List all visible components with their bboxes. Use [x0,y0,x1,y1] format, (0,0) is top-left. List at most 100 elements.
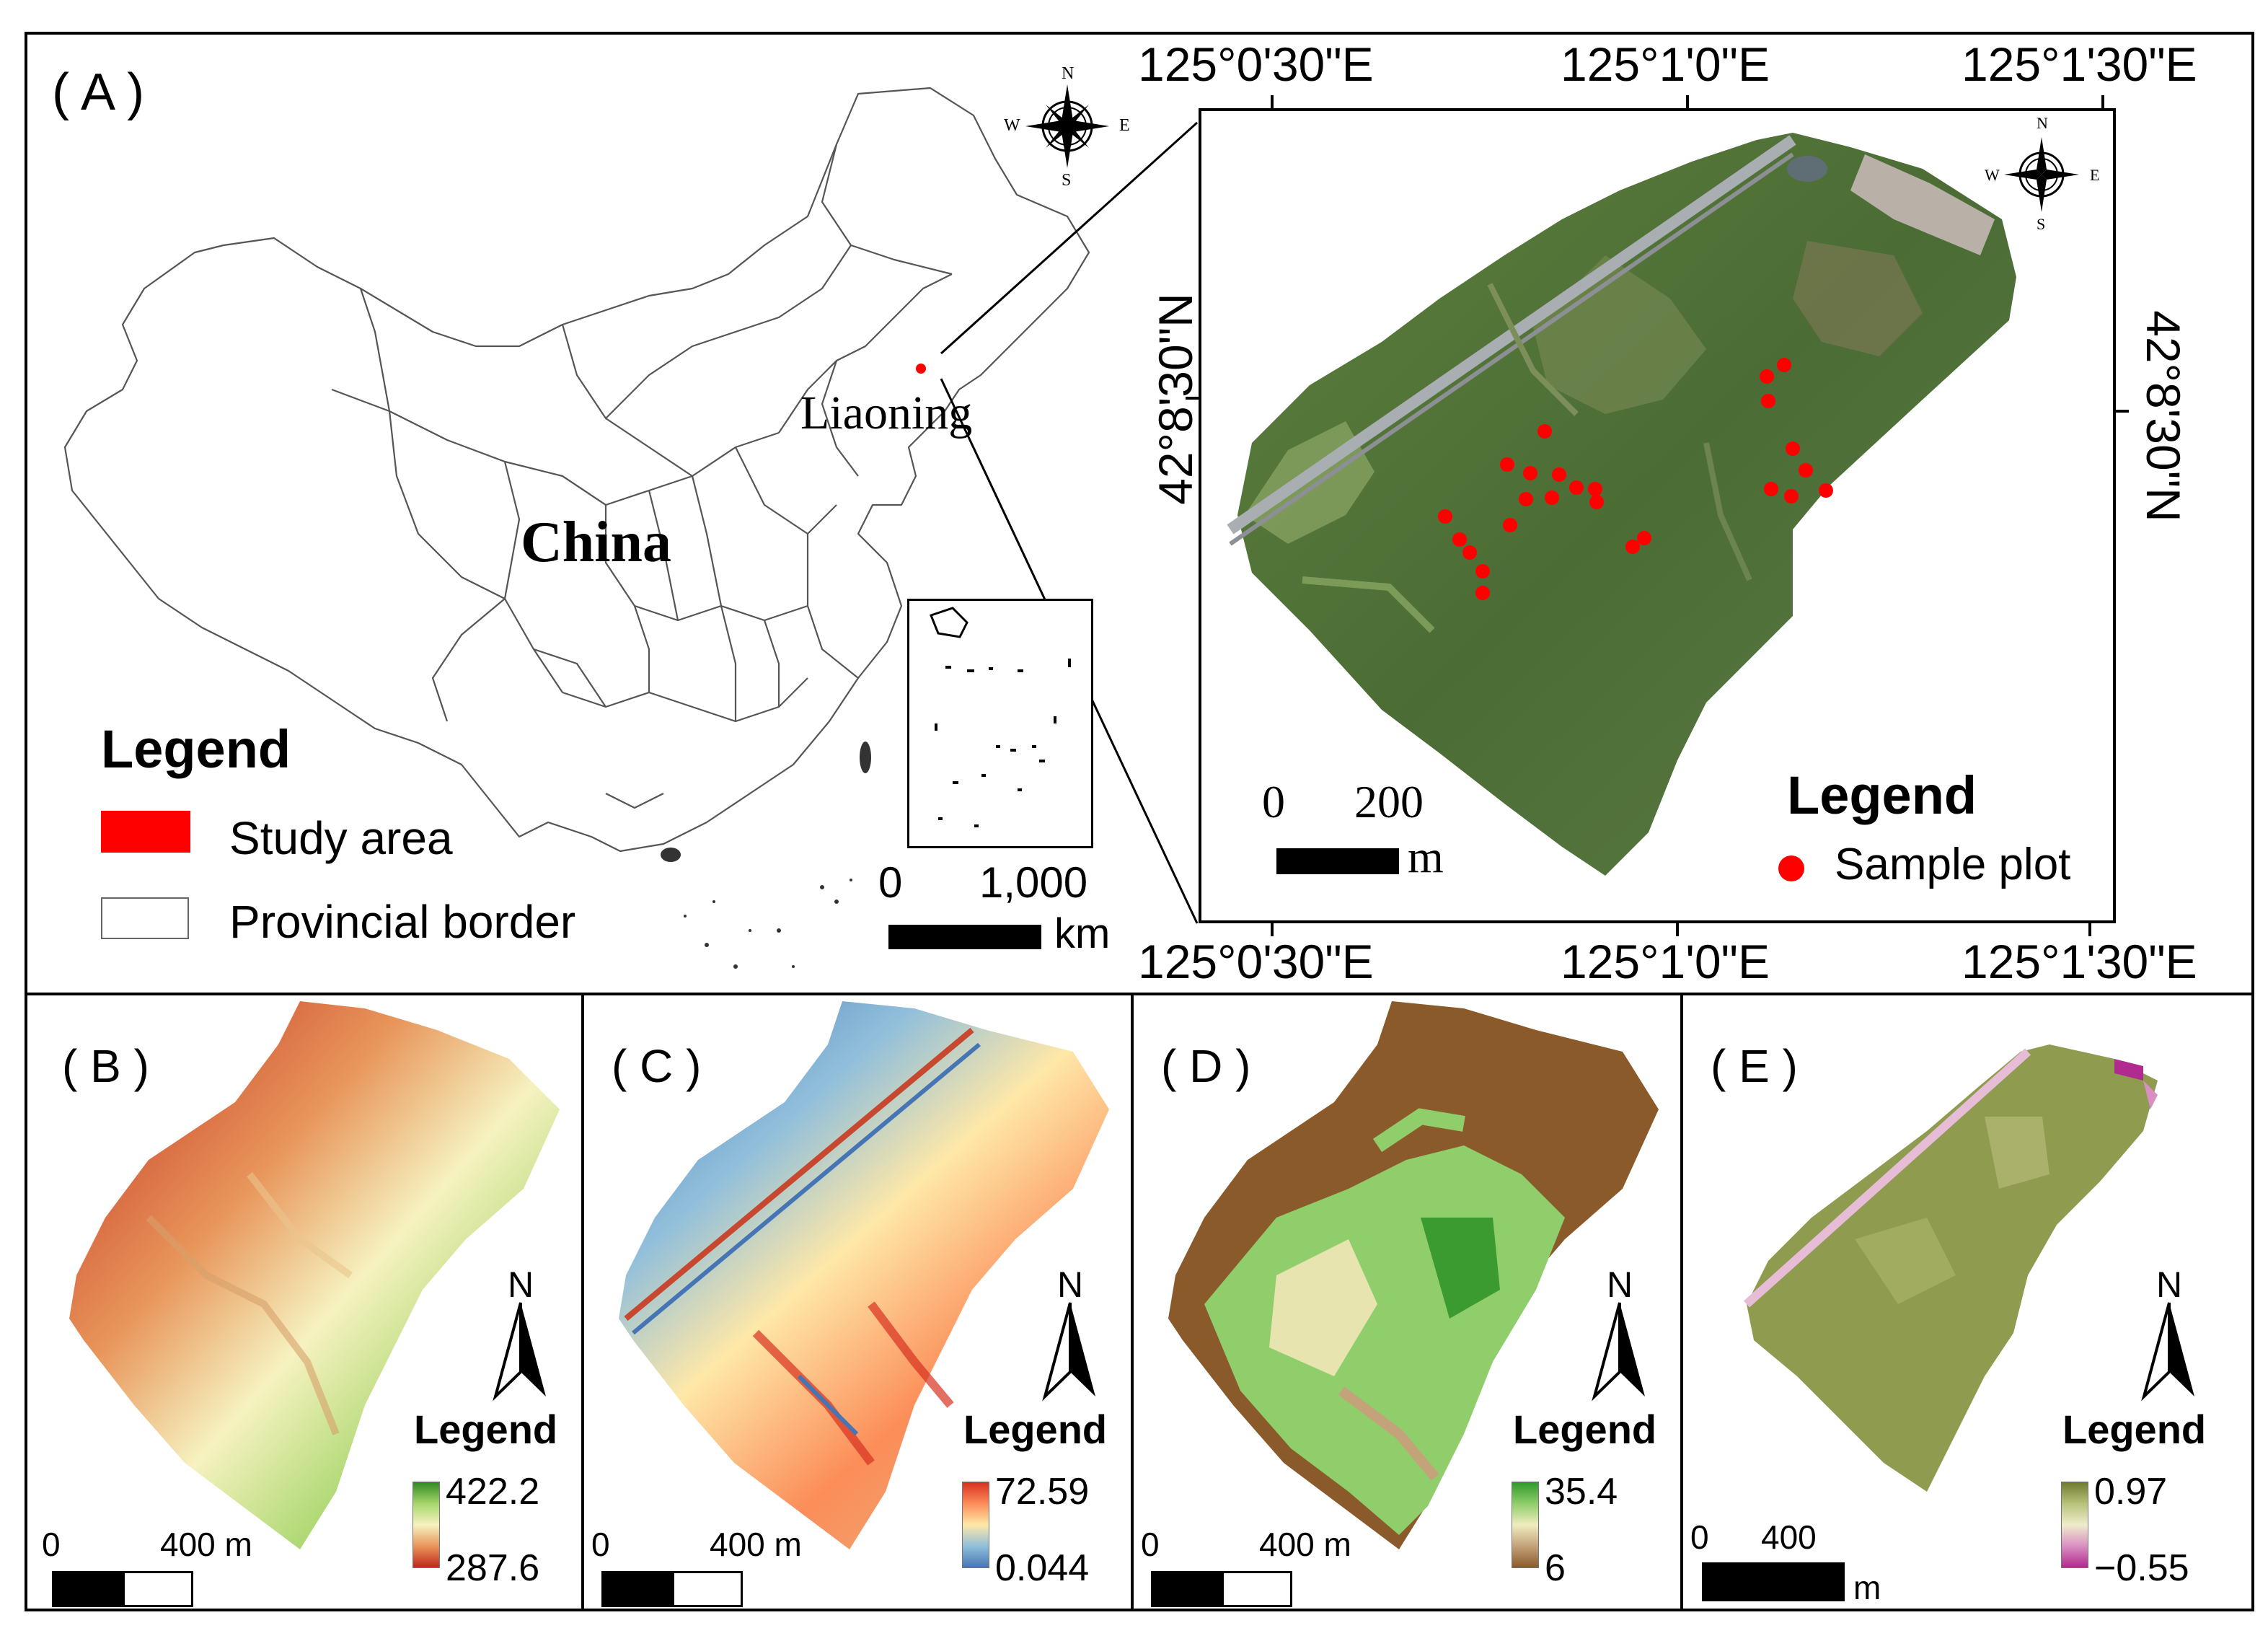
study-area-marker [916,364,926,374]
colorbar-min: 6 [1545,1547,1566,1589]
scale-bar-white [672,1571,743,1607]
colorbar [2061,1482,2088,1568]
sample-plot-marker [1503,518,1517,532]
lon-top-1: 125°0'30"E [1138,38,1374,91]
sample-plot-marker [1588,482,1602,496]
panel-b-label: ( B ) [62,1040,149,1092]
scale-start: 0 [1690,1518,1709,1556]
colorbar [412,1482,440,1568]
sample-plot-marker [1545,490,1559,505]
compass-a-w: W [1004,116,1020,135]
compass-a-n: N [1062,64,1075,83]
lon-top-3: 125°1'30"E [1962,38,2197,91]
lon-bottom-3: 125°1'30"E [1962,935,2197,988]
legend-a-title: Legend [101,719,291,779]
panel-e-label: ( E ) [1711,1040,1798,1092]
scale-inset-bar [1276,848,1399,874]
scale-end: 400 [1761,1518,1817,1556]
sample-plot-marker [1452,532,1467,547]
compass-rose-icon [1025,84,1109,168]
colorbar-min: −0.55 [2094,1547,2189,1589]
china-map [63,87,1090,969]
sample-plot-marker [1819,483,1833,498]
row-divider [25,993,2254,995]
panel-d-map [1168,1001,1659,1549]
china-label: China [521,511,671,574]
sample-plot-marker [1537,424,1552,439]
legend-title: Legend [1513,1407,1657,1452]
scale-end: 400 m [160,1526,252,1563]
lon-bottom-1: 125°0'30"E [1138,935,1374,988]
north-label: N [1607,1264,1633,1305]
colorbar-max: 72.59 [995,1471,1090,1513]
north-label: N [2156,1264,2183,1305]
legend-a-provincial-swatch [101,897,189,939]
sample-plot-marker [1760,369,1774,384]
sample-plot-marker [1786,441,1800,456]
panel-e-map [1743,1044,2158,1492]
panel-c-label: ( C ) [612,1040,702,1092]
col-divider-2 [1131,993,1134,1611]
compass-inset-n: N [2037,114,2048,132]
sample-plot-marker [1764,482,1778,496]
orthophoto-imagery [1227,133,2016,876]
colorbar [962,1482,989,1568]
scale-end: 400 m [710,1526,802,1563]
compass-rose-inset-icon [2004,137,2079,212]
sample-plot-marker [1777,358,1791,372]
scale-bar-black [1151,1571,1223,1607]
north-arrow-icon [1042,1302,1095,1402]
sample-plot-marker [1552,467,1566,482]
colorbar-min: 287.6 [446,1547,540,1589]
sample-plot-marker [1519,492,1533,506]
legend-inset-title: Legend [1787,765,1977,825]
sample-plot-marker [1500,457,1514,472]
north-label: N [508,1264,534,1305]
legend-a-study-area-label: Study area [229,812,453,864]
sample-plot-marker [1475,564,1490,578]
scale-a-bar [888,925,1041,949]
north-arrow-icon [1592,1302,1645,1402]
sample-plot-marker [1637,531,1651,545]
compass-a-e: E [1119,116,1130,135]
scale-a-unit: km [1054,910,1111,957]
scale-start: 0 [591,1526,610,1563]
scale-bar-black [601,1571,674,1607]
scale-start: 0 [42,1526,61,1563]
legend-title: Legend [414,1407,558,1452]
north-arrow-icon [2141,1302,2194,1402]
col-divider-1 [581,993,584,1611]
panel-c-map [619,1001,1109,1549]
sample-plot-marker [1569,480,1584,495]
compass-inset-w: W [1985,166,2000,184]
scale-a-end: 1,000 [979,858,1088,907]
compass-inset-s: S [2037,215,2046,233]
scale-a-start: 0 [878,858,903,907]
sample-plot-marker [1438,509,1452,524]
figure-frame [25,32,2254,1611]
sample-plot-marker [1475,586,1490,600]
legend-title: Legend [963,1407,1108,1452]
sample-plot-marker [1799,463,1813,478]
colorbar-min: 0.044 [995,1547,1090,1589]
sample-plot-marker [1784,489,1799,503]
scale-inset-end: 200 [1354,776,1424,827]
legend-a-provincial-label: Provincial border [229,896,576,948]
scale-inset-start: 0 [1262,776,1285,827]
south-china-sea-inset [907,599,1093,848]
sample-plot-marker [1589,495,1604,509]
lat-left: 42°8'30"N [1149,293,1202,505]
compass-inset-e: E [2090,166,2100,184]
lon-bottom-2: 125°1'0"E [1561,935,1770,988]
scale-bar-white [123,1571,193,1607]
colorbar-max: 422.2 [446,1471,540,1513]
compass-a-s: S [1062,171,1072,190]
sample-plot-marker [1761,394,1775,408]
scale-unit: m [1853,1569,1881,1606]
col-divider-3 [1680,993,1683,1611]
panel-b-map [69,1001,560,1549]
sample-plot-marker [1523,466,1537,480]
scale-start: 0 [1141,1526,1160,1563]
lon-top-2: 125°1'0"E [1561,38,1770,91]
